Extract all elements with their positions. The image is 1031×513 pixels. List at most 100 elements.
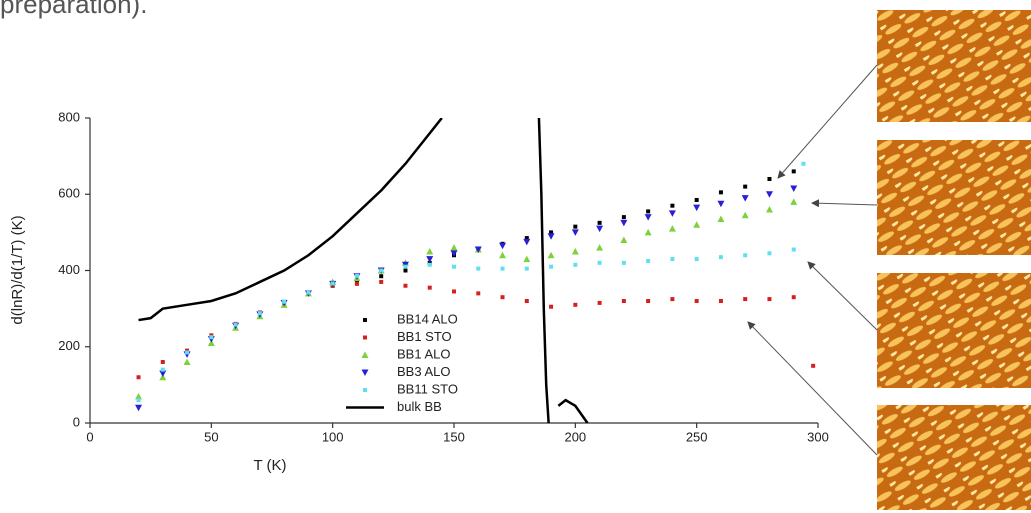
x-tick-label: 100 xyxy=(322,429,344,444)
point xyxy=(524,299,529,303)
point xyxy=(668,210,676,217)
point xyxy=(621,299,626,303)
point xyxy=(282,299,287,304)
point xyxy=(549,304,554,309)
point xyxy=(717,200,725,208)
legend-label: BB3 ALO xyxy=(397,364,450,379)
legend-label: BB14 ALO xyxy=(397,311,458,326)
point xyxy=(450,250,458,257)
point xyxy=(743,184,748,189)
point xyxy=(136,375,141,380)
x-tick-label: 300 xyxy=(807,429,829,444)
point xyxy=(571,247,579,255)
legend-symbol xyxy=(361,369,369,376)
point xyxy=(306,290,311,295)
point xyxy=(160,360,165,364)
point xyxy=(573,224,578,229)
point xyxy=(597,260,602,265)
point xyxy=(597,220,602,225)
point xyxy=(474,246,482,254)
point xyxy=(694,197,699,202)
x-tick-label: 50 xyxy=(204,429,218,444)
point xyxy=(426,247,434,255)
point xyxy=(476,266,481,271)
point xyxy=(160,367,165,372)
y-tick-label: 800 xyxy=(58,109,80,124)
point xyxy=(135,404,143,412)
point xyxy=(524,266,529,271)
legend-label: BB1 ALO xyxy=(397,346,450,361)
point xyxy=(717,215,725,223)
arrow xyxy=(777,64,878,179)
point xyxy=(499,251,507,259)
legend-symbol xyxy=(361,351,369,358)
afm-image xyxy=(877,10,1031,122)
legend-symbol xyxy=(363,388,367,392)
point xyxy=(571,229,579,236)
point xyxy=(646,299,651,303)
caption-fragment: preparation). xyxy=(0,0,147,19)
y-tick-label: 200 xyxy=(58,338,80,353)
point xyxy=(668,225,676,232)
legend-symbol xyxy=(363,335,367,340)
afm-image xyxy=(877,273,1031,388)
point xyxy=(427,262,432,267)
point xyxy=(524,236,529,241)
point xyxy=(257,311,262,316)
point xyxy=(452,289,456,294)
point xyxy=(741,195,749,202)
afm-images xyxy=(877,10,1031,510)
point xyxy=(549,230,554,235)
x-tick-label: 250 xyxy=(686,429,708,444)
arrows xyxy=(747,64,878,456)
point xyxy=(620,236,628,243)
y-tick-label: 600 xyxy=(58,186,80,201)
line xyxy=(138,118,589,423)
point xyxy=(354,273,359,278)
point xyxy=(499,242,507,250)
point xyxy=(765,206,773,213)
point xyxy=(159,373,167,381)
y-axis-label: d(lnR)/d(1/T) (K) xyxy=(9,215,26,324)
point xyxy=(403,283,408,288)
point xyxy=(694,299,699,303)
plot-area xyxy=(135,118,816,423)
point xyxy=(596,225,604,233)
point xyxy=(765,191,773,198)
point xyxy=(743,253,748,258)
point xyxy=(646,258,651,263)
point xyxy=(500,266,505,271)
point xyxy=(670,203,675,208)
point xyxy=(621,215,626,220)
x-axis-label: T (K) xyxy=(253,457,286,474)
legend-symbol xyxy=(363,318,367,322)
point xyxy=(620,219,628,227)
x-tick-label: 200 xyxy=(564,429,586,444)
point xyxy=(426,256,434,263)
point xyxy=(693,221,701,228)
point xyxy=(547,233,555,240)
point xyxy=(549,264,554,269)
point xyxy=(403,268,408,273)
point xyxy=(573,302,578,307)
point xyxy=(670,257,675,262)
point xyxy=(183,358,191,365)
arrow xyxy=(811,199,878,208)
afm-image xyxy=(877,140,1031,255)
point xyxy=(718,190,723,195)
point xyxy=(718,255,723,260)
arrow xyxy=(807,261,878,331)
point xyxy=(790,185,798,193)
point xyxy=(790,198,798,205)
point xyxy=(791,169,796,174)
point xyxy=(427,285,432,290)
point xyxy=(379,274,384,279)
x-tick-label: 0 xyxy=(86,429,93,444)
point xyxy=(379,279,384,284)
point xyxy=(135,392,143,400)
legend-label: bulk BB xyxy=(397,399,442,414)
point xyxy=(500,295,505,300)
point xyxy=(523,255,531,263)
point xyxy=(547,251,555,259)
